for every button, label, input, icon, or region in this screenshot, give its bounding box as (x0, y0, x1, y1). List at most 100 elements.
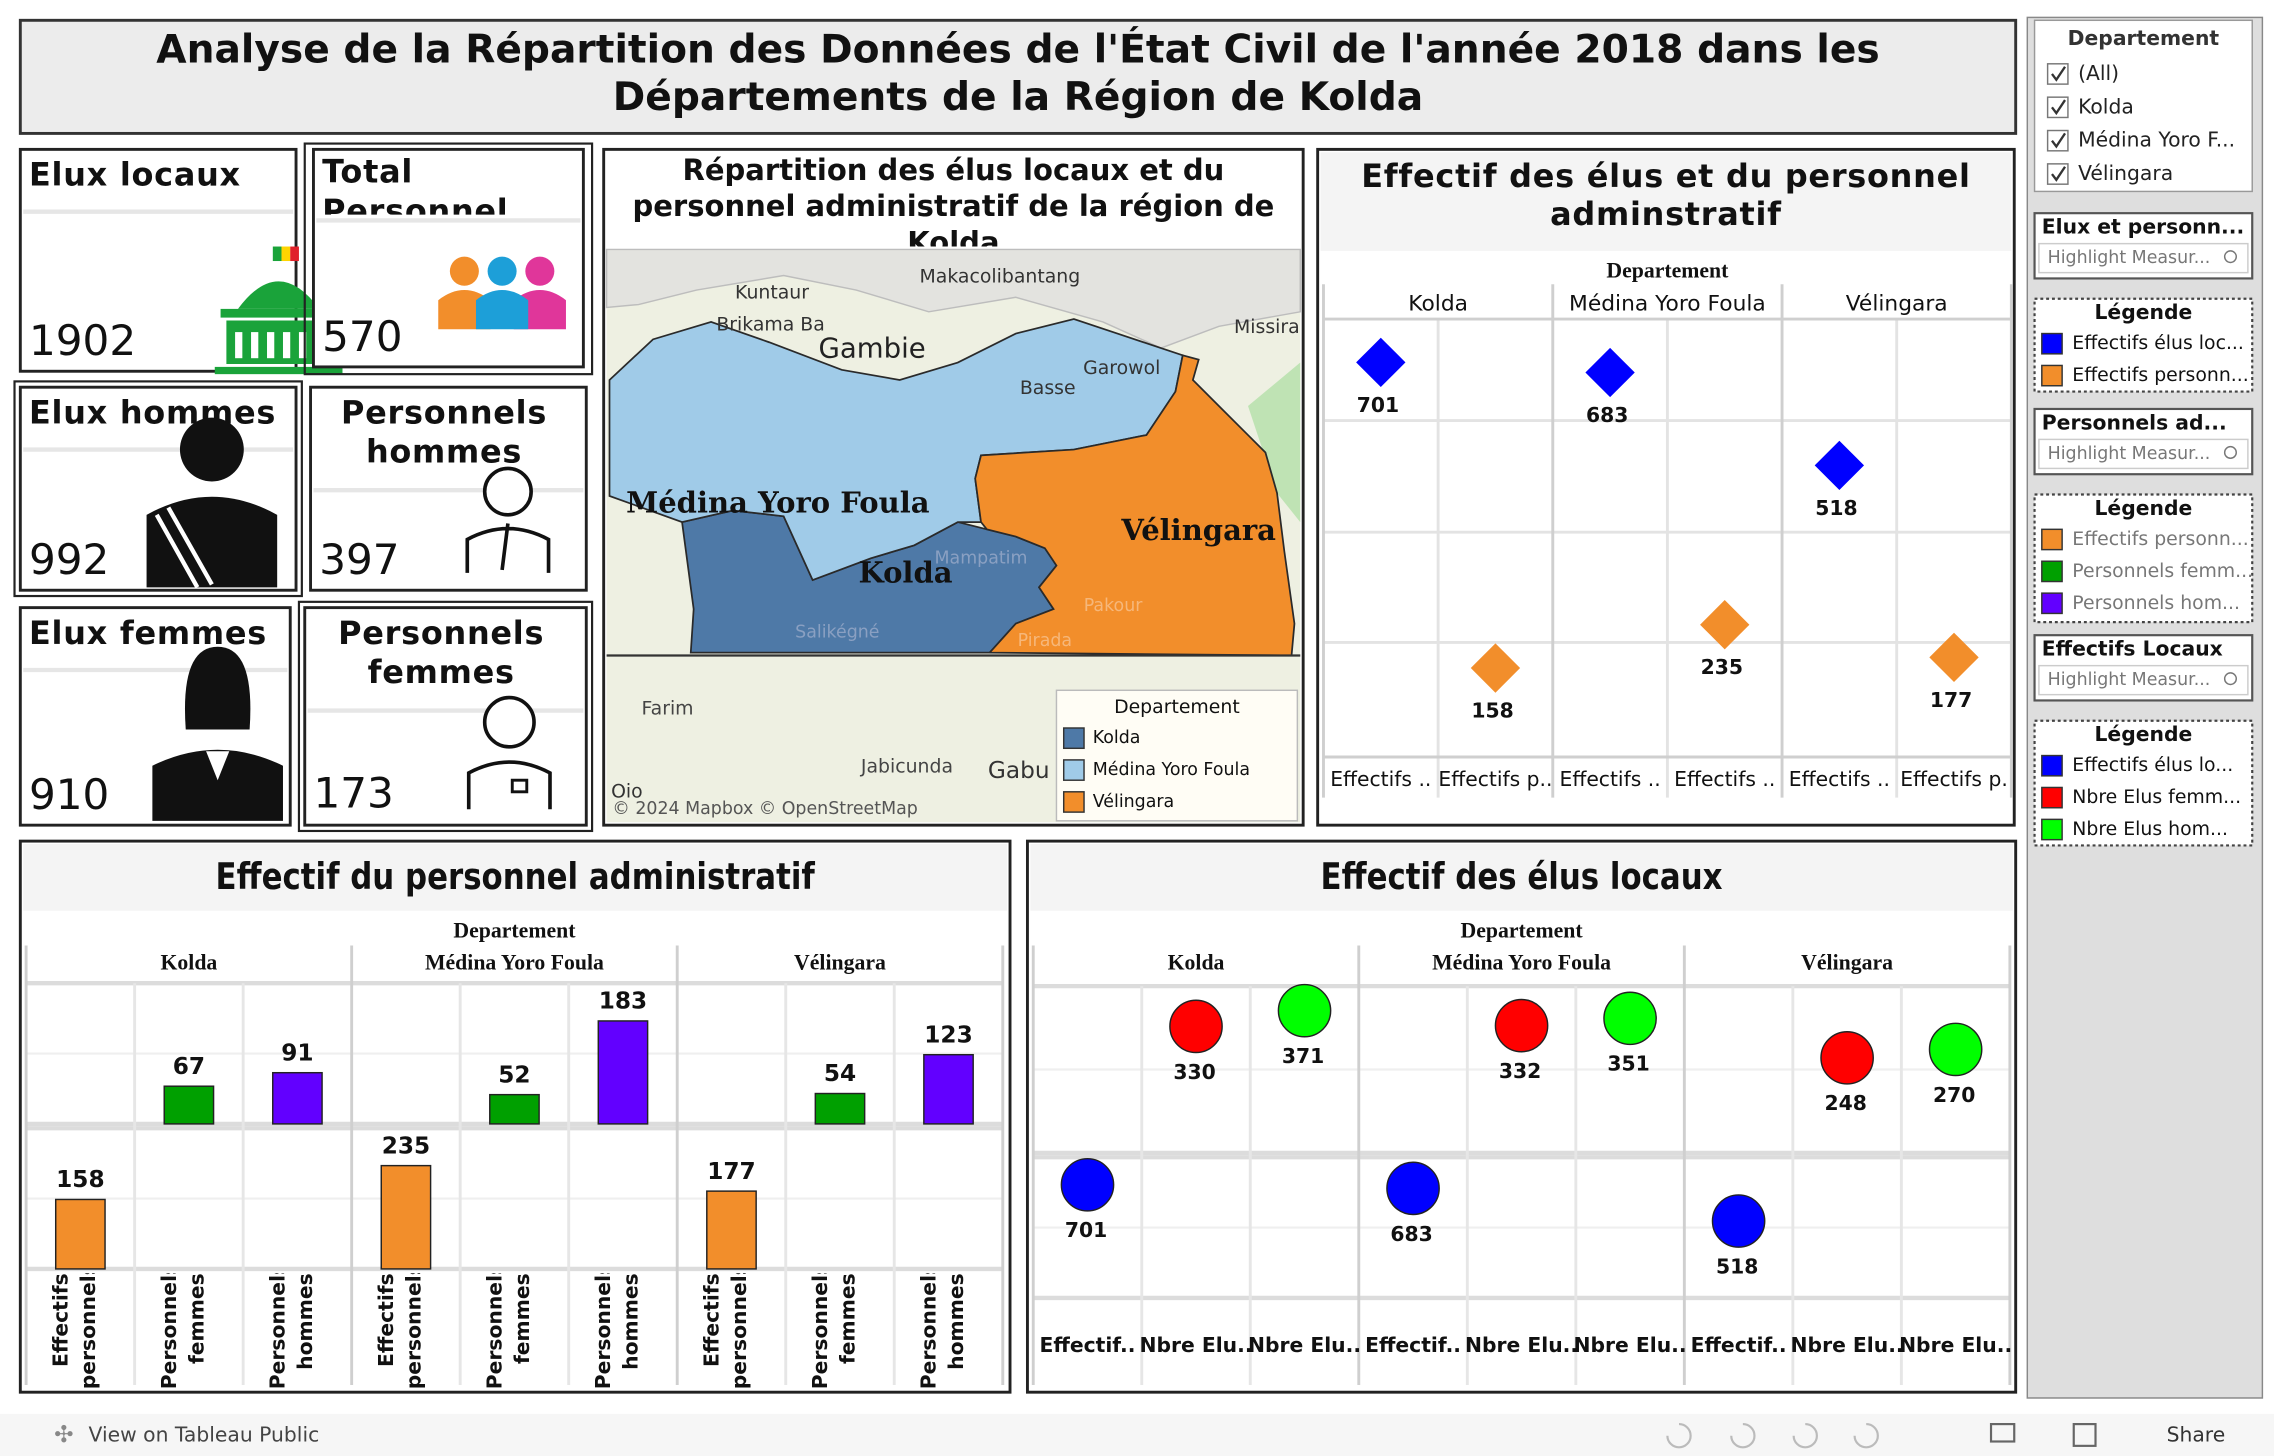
map-gambia (605, 248, 1301, 349)
icon-part (510, 778, 529, 794)
toolbar-icon[interactable] (1792, 1423, 1818, 1449)
chart-title: Effectif des élus et du personnel admins… (1361, 159, 1971, 234)
column-label-box: Personnels hommes (267, 1273, 318, 1389)
legend-swatch (2041, 528, 2063, 551)
icon-part (525, 256, 555, 286)
bubble (1277, 983, 1332, 1038)
legend-label: Médina Yoro Foula (1093, 760, 1250, 780)
toolbar-icon[interactable] (1853, 1423, 1879, 1449)
search-icon (2223, 250, 2237, 264)
data-label: 683 (1586, 403, 1628, 427)
filter-option: Médina Yoro F... (2078, 128, 2235, 152)
bar (489, 1093, 540, 1125)
legend-label: Personnels hom... (2072, 593, 2240, 614)
column-label-box: Effectifs personnels (375, 1273, 426, 1389)
icon-part (251, 332, 259, 359)
map-legend (1055, 689, 1299, 822)
data-label: 683 (1390, 1222, 1432, 1246)
highlight-input[interactable] (2038, 664, 2249, 696)
icon-part (184, 646, 251, 730)
kpi-frame (13, 380, 303, 598)
bar (923, 1053, 974, 1125)
highlight-input[interactable] (2038, 438, 2249, 470)
chart-title-band (1320, 152, 2012, 251)
kpi-label-box: Elux femmes (29, 616, 266, 652)
icon-flag (290, 246, 299, 262)
icon-part (465, 523, 551, 573)
icon-part (235, 332, 243, 359)
map-region-label: Kolda (859, 555, 953, 589)
map-legend-title: Departement (1114, 697, 1240, 718)
chart-panel (1025, 839, 2018, 1394)
column-label: Nbre Elu.. (1899, 1333, 2012, 1357)
highlight-placeholder: Highlight Measur... (2048, 444, 2211, 464)
icon-part (146, 496, 278, 588)
legend-label: Nbre Elus hom... (2072, 819, 2228, 840)
map-region (974, 354, 1296, 657)
kpi-frame (297, 600, 594, 833)
legend-swatch (2041, 560, 2063, 583)
column-label-box: Personnels hommes (592, 1273, 643, 1389)
map-place-label: Pirada (1018, 631, 1072, 651)
facet-category: Médina Yoro Foula (425, 950, 604, 974)
dashboard-title-box: Analyse de la Répartition des Données de… (156, 28, 1880, 121)
map-place-label: Missira (1234, 317, 1300, 338)
icon-part (282, 332, 291, 359)
kpi-value: 173 (313, 769, 393, 818)
icon-part (220, 308, 337, 318)
chart-title-box: Effectif des élus et du personnel admins… (1361, 159, 1971, 234)
legend-label: Effectifs personn... (2072, 365, 2248, 386)
legend-swatch (1062, 727, 1085, 750)
footer-link[interactable]: View on Tableau Public (89, 1423, 320, 1447)
map-region-label: Médina Yoro Foula (626, 486, 930, 520)
column-label-box: Personnels femmes (810, 1273, 861, 1389)
legend-swatch (2041, 754, 2063, 777)
facet-category: Vélingara (1846, 292, 1948, 317)
kpi-value: 1902 (29, 316, 136, 365)
toolbar-icon[interactable] (1730, 1423, 1756, 1449)
bar (814, 1092, 866, 1125)
kpi-value: 397 (319, 535, 399, 584)
legend-swatch (2041, 364, 2063, 387)
highlight-title: Effectifs Locaux (2042, 637, 2223, 661)
data-label: 91 (281, 1039, 313, 1066)
tableau-logo: ✣ (54, 1421, 73, 1448)
kpi-frame (303, 142, 594, 376)
column-label: Nbre Elu.. (1139, 1333, 1252, 1357)
icon-part (154, 506, 214, 589)
legend-panel (2033, 719, 2254, 847)
legend-label: Vélingara (1093, 792, 1174, 812)
column-label-box: Personnels hommes (918, 1273, 969, 1390)
map-place-label: Gabu (988, 757, 1050, 784)
diamond-marker (1814, 440, 1865, 491)
column-label: Personnels hommes (918, 1273, 969, 1390)
bubble (1603, 991, 1657, 1046)
highlight-placeholder: Highlight Measur... (2048, 670, 2211, 690)
column-label: Effectifs p. (1900, 767, 2008, 791)
map-region-label: Vélingara (1120, 513, 1276, 547)
icon-part (475, 290, 529, 330)
icon-part (214, 366, 343, 375)
legend-label: Kolda (1093, 728, 1141, 748)
bubble (1820, 1030, 1874, 1085)
toolbar-icon[interactable] (2072, 1423, 2097, 1447)
share-button[interactable]: Share (2167, 1423, 2226, 1447)
kpi-label: Personnels femmes (338, 616, 545, 692)
toolbar-icon[interactable] (1989, 1423, 2016, 1443)
search-icon (2223, 672, 2237, 686)
toolbar-icon[interactable] (1666, 1423, 1692, 1449)
kpi-label-box: Personnels hommes (341, 396, 546, 471)
data-label: 183 (599, 988, 647, 1015)
chart-title-box: Effectif des élus locaux (1321, 856, 1723, 898)
data-label: 701 (1357, 393, 1399, 417)
legend-swatch (2041, 332, 2063, 355)
highlight-input[interactable] (2038, 242, 2249, 274)
kpi-value: 570 (322, 312, 402, 361)
column-label: Effectifs .. (1330, 767, 1431, 791)
checkmark (2051, 99, 2066, 116)
data-label: 270 (1933, 1083, 1975, 1107)
footer (0, 1413, 2274, 1456)
map-place-label: Garowol (1083, 358, 1160, 379)
kpi-label-box: Total Personnel (322, 155, 508, 214)
